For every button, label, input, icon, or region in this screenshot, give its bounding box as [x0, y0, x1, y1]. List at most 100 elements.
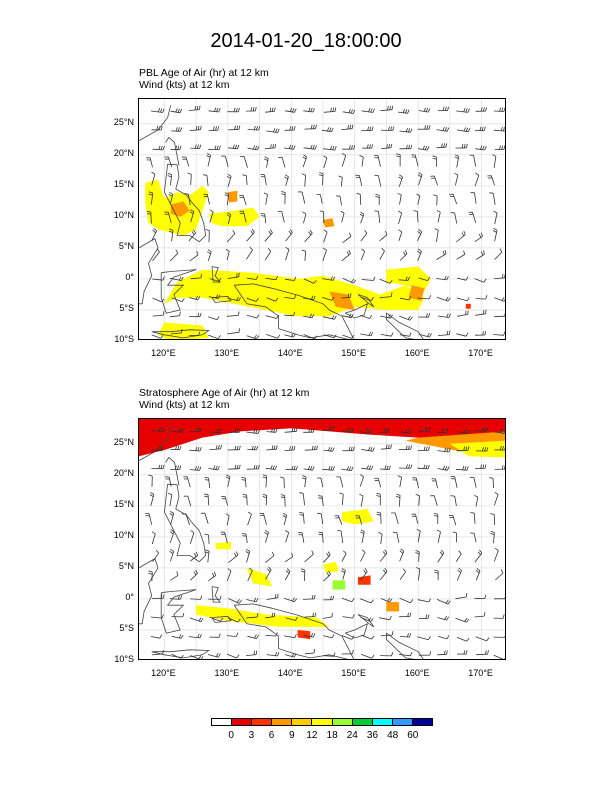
wind-barb-feather	[180, 595, 183, 600]
panel2-map-svg	[139, 419, 505, 659]
wind-barb-feather	[376, 513, 381, 516]
wind-barb	[245, 616, 258, 619]
wind-barb	[284, 314, 294, 317]
wind-barb-feather	[281, 191, 286, 193]
wind-barb-feather	[256, 634, 259, 639]
wind-barb-feather	[313, 295, 316, 300]
wind-barb-feather	[159, 446, 162, 451]
wind-barb-feather	[310, 428, 313, 433]
wind-barb-feather	[466, 297, 470, 302]
wind-barb	[399, 477, 402, 488]
wind-barb	[209, 448, 221, 450]
wind-barb-feather	[504, 596, 505, 599]
wind-barb	[284, 654, 295, 658]
wind-barb-feather	[301, 249, 306, 252]
wind-barb	[341, 430, 352, 433]
wind-barb-feather	[486, 637, 490, 642]
wind-barb-feather	[467, 446, 470, 451]
wind-barb-feather	[283, 513, 287, 516]
wind-barb-feather	[156, 125, 159, 131]
wind-barb-feather	[312, 466, 315, 471]
wind-barb-feather	[194, 105, 197, 111]
wind-barb	[452, 194, 458, 205]
wind-barb-feather	[353, 145, 356, 150]
wind-barb-feather	[464, 466, 467, 471]
wind-barb-feather	[334, 146, 337, 151]
wind-barb-feather	[501, 145, 504, 150]
wind-barb	[226, 653, 237, 659]
wind-barb	[398, 654, 411, 657]
wind-barb	[359, 598, 372, 604]
wind-barb-feather	[271, 612, 274, 617]
wind-barb-feather	[441, 143, 443, 148]
colorbar-label: 18	[326, 730, 338, 741]
wind-barb-feather	[277, 652, 280, 657]
wind-barb-feather	[331, 296, 335, 301]
wind-barb	[493, 550, 499, 562]
wind-barb	[303, 110, 314, 113]
wind-barb-feather	[483, 126, 486, 131]
wind-barb-feather	[352, 614, 355, 619]
wind-barb-feather	[317, 495, 323, 497]
wind-barb-feather	[484, 447, 487, 452]
wind-barb-feather	[148, 572, 153, 575]
wind-barb	[266, 297, 276, 302]
wind-barb	[322, 129, 332, 133]
wind-barb	[265, 467, 276, 470]
wind-barb-feather	[444, 447, 447, 452]
wind-barb-feather	[318, 497, 323, 499]
wind-barb-feather	[416, 528, 421, 532]
wind-barb-feather	[423, 107, 426, 112]
wind-barb-feather	[391, 105, 394, 110]
wind-barb-feather	[199, 466, 202, 471]
wind-barb	[242, 195, 247, 206]
wind-barb-feather	[177, 595, 180, 600]
wind-barb-feather	[384, 465, 387, 470]
wind-barb-feather	[400, 548, 405, 552]
wind-barb-feather	[275, 428, 278, 433]
wind-barb-feather	[482, 447, 484, 452]
wind-barb	[434, 175, 438, 186]
wind-barb-feather	[252, 107, 255, 112]
lat-tick-label: 10°N	[113, 209, 134, 220]
wind-barb-feather	[402, 568, 407, 572]
wind-barb-feather	[200, 427, 202, 432]
wind-barb-feather	[179, 145, 182, 150]
wind-barb-feather	[331, 127, 334, 132]
wind-barb-feather	[175, 108, 178, 113]
wind-barb	[189, 469, 200, 471]
wind-barb	[188, 232, 196, 242]
wind-barb-feather	[381, 247, 385, 252]
wind-barb	[323, 334, 335, 339]
wind-barb	[398, 111, 408, 114]
wind-barb-feather	[205, 229, 210, 231]
wind-barb-feather	[427, 108, 431, 113]
wind-barb-feather	[410, 128, 413, 133]
wind-barb-feather	[163, 427, 166, 432]
wind-barb-feather	[444, 275, 447, 280]
wind-barb-feather	[428, 598, 432, 603]
wind-barb-feather	[236, 599, 240, 603]
wind-barb-feather	[246, 548, 251, 552]
wind-barb-feather	[209, 209, 214, 213]
wind-barb-feather	[308, 428, 311, 433]
coastline	[233, 283, 355, 339]
wind-barb-feather	[446, 447, 449, 452]
wind-barb	[188, 109, 200, 111]
wind-barb	[189, 297, 199, 301]
wind-barb-feather	[162, 649, 164, 654]
wind-barb-feather	[428, 125, 431, 130]
wind-barb	[436, 278, 447, 281]
wind-barb	[358, 515, 362, 525]
wind-barb-feather	[293, 653, 297, 658]
wind-barb	[304, 476, 307, 488]
wind-barb	[455, 596, 467, 600]
wind-barb	[436, 253, 447, 260]
wind-barb-feather	[370, 447, 373, 452]
wind-barb-feather	[371, 126, 374, 131]
wind-barb	[494, 277, 505, 279]
wind-barb-feather	[236, 445, 239, 450]
wind-barb-feather	[360, 211, 365, 215]
wind-barb-feather	[272, 144, 274, 149]
wind-barb-feather	[150, 492, 155, 495]
